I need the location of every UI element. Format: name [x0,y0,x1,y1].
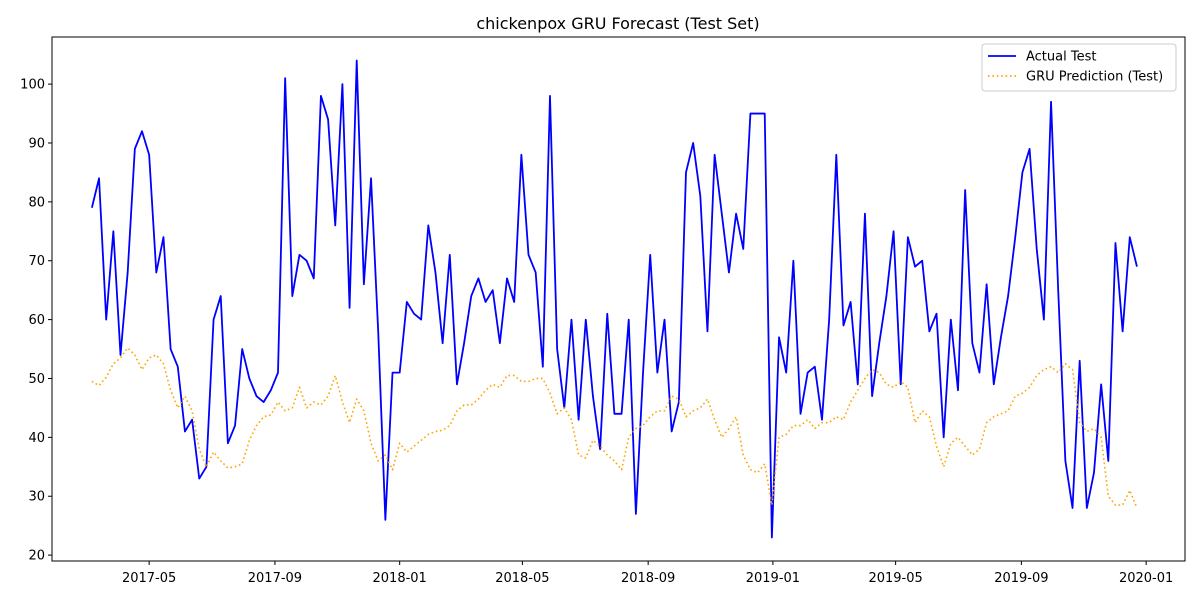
y-tick-label: 100 [20,78,45,93]
x-tick-label: 2019-01 [746,571,800,586]
legend-box [981,43,1177,92]
y-axis: 20 30 40 50 60 70 80 90 100 [20,78,52,564]
x-tick-label: 2018-01 [373,571,427,586]
x-tick-label: 2017-05 [122,571,176,586]
series-line-gru-prediction [91,347,1138,509]
x-tick-label: 2018-09 [621,571,675,586]
x-tick-label: 2019-05 [868,571,922,586]
series-line-actual-test [91,59,1138,539]
y-tick-label: 40 [28,431,45,446]
legend-label: Actual Test [1026,50,1096,65]
plot-area-frame [51,36,1186,562]
x-axis: 2017-05 2017-09 2018-01 2018-05 2018-09 2019-… [122,561,1173,586]
y-tick-label: 70 [28,254,45,269]
series-layer [91,59,1138,539]
x-tick-label: 2019-09 [994,571,1048,586]
x-tick-label: 2018-05 [495,571,549,586]
chart-title: chickenpox GRU Forecast (Test Set) [476,14,759,33]
y-tick-label: 60 [28,313,45,328]
y-tick-label: 80 [28,195,45,210]
x-tick-label: 2020-01 [1119,571,1173,586]
y-tick-label: 20 [28,549,45,564]
y-tick-label: 90 [28,136,45,151]
legend: Actual Test GRU Prediction (Test) [981,43,1177,92]
y-tick-label: 30 [28,490,45,505]
y-tick-label: 50 [28,372,45,387]
legend-label: GRU Prediction (Test) [1026,70,1163,85]
x-tick-label: 2017-09 [248,571,302,586]
